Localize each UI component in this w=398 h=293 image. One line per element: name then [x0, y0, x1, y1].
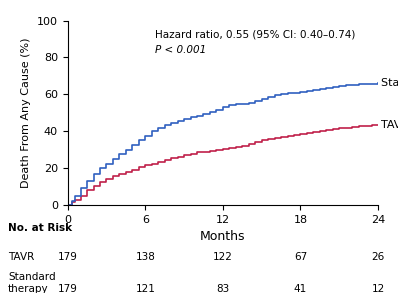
Text: P < 0.001: P < 0.001 [154, 45, 206, 54]
Text: 121: 121 [135, 284, 155, 293]
Text: Standard therapy: Standard therapy [380, 78, 398, 88]
Text: 41: 41 [294, 284, 307, 293]
Text: 12: 12 [371, 284, 385, 293]
Text: No. at Risk: No. at Risk [8, 223, 72, 233]
Text: 26: 26 [371, 252, 385, 262]
Text: TAVR: TAVR [380, 120, 398, 130]
Text: 179: 179 [58, 252, 78, 262]
Y-axis label: Death From Any Cause (%): Death From Any Cause (%) [21, 38, 31, 188]
Text: 122: 122 [213, 252, 233, 262]
Text: Standard: Standard [8, 272, 56, 282]
Text: 138: 138 [135, 252, 155, 262]
Text: TAVR: TAVR [8, 252, 34, 262]
Text: 179: 179 [58, 284, 78, 293]
Text: therapy: therapy [8, 284, 49, 293]
Text: 83: 83 [216, 284, 230, 293]
Text: Hazard ratio, 0.55 (95% CI: 0.40–0.74): Hazard ratio, 0.55 (95% CI: 0.40–0.74) [154, 30, 355, 40]
Text: 67: 67 [294, 252, 307, 262]
X-axis label: Months: Months [200, 230, 246, 243]
